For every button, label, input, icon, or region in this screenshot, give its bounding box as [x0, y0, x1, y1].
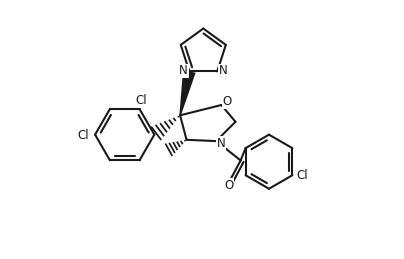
Text: N: N — [219, 64, 227, 77]
Text: Cl: Cl — [77, 130, 88, 142]
Text: O: O — [222, 95, 231, 109]
Text: Cl: Cl — [135, 94, 147, 107]
Polygon shape — [179, 70, 196, 116]
Text: N: N — [217, 137, 225, 150]
Text: Cl: Cl — [297, 169, 308, 182]
Text: O: O — [225, 179, 234, 192]
Text: N: N — [179, 64, 188, 77]
